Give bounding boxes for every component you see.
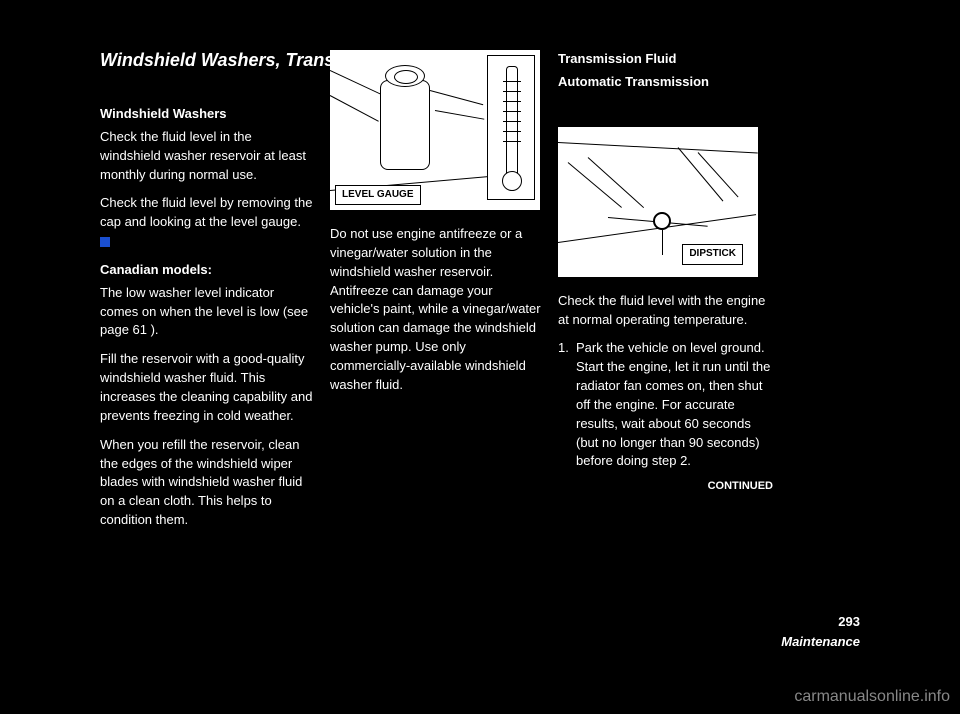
step-text: Park the vehicle on level ground. Start … bbox=[576, 339, 773, 471]
column-2: LEVEL GAUGE Do not use engine antifreeze… bbox=[330, 50, 545, 405]
step-number: 1. bbox=[558, 339, 576, 471]
paragraph: The low washer level indicator comes on … bbox=[100, 284, 315, 341]
canadian-models-heading: Canadian models: bbox=[100, 261, 315, 280]
dipstick-diagram: DIPSTICK bbox=[558, 127, 758, 277]
footer-section: Maintenance bbox=[781, 634, 860, 649]
paragraph: Fill the reservoir with a good-quality w… bbox=[100, 350, 315, 425]
paragraph: When you refill the reservoir, clean the… bbox=[100, 436, 315, 530]
level-gauge-diagram: LEVEL GAUGE bbox=[330, 50, 540, 210]
paragraph: Check the fluid level in the windshield … bbox=[100, 128, 315, 185]
level-gauge-label: LEVEL GAUGE bbox=[335, 185, 421, 206]
subtitle-auto-transmission: Automatic Transmission bbox=[558, 73, 773, 92]
column-1: Windshield Washers Check the fluid level… bbox=[100, 105, 315, 540]
section-heading-transmission: Transmission Fluid bbox=[558, 50, 773, 69]
section-heading-washers: Windshield Washers bbox=[100, 105, 315, 124]
paragraph: Check the fluid level by removing the ca… bbox=[100, 194, 315, 251]
footer: Maintenance bbox=[100, 634, 860, 649]
dipstick-label: DIPSTICK bbox=[682, 244, 743, 265]
paragraph: Check the fluid level with the engine at… bbox=[558, 292, 773, 330]
link-icon[interactable] bbox=[100, 237, 110, 247]
column-3: Transmission Fluid Automatic Transmissio… bbox=[558, 50, 773, 495]
step-1: 1. Park the vehicle on level ground. Sta… bbox=[558, 339, 773, 471]
watermark: carmanualsonline.info bbox=[794, 688, 950, 706]
paragraph: Do not use engine antifreeze or a vinega… bbox=[330, 225, 545, 395]
text: Check the fluid level by removing the ca… bbox=[100, 195, 312, 229]
gauge-inset-illustration bbox=[487, 55, 535, 200]
page-number: 293 bbox=[838, 614, 860, 629]
continued-label: CONTINUED bbox=[558, 479, 773, 495]
manual-page: Windshield Washers, Transmission Fluid W… bbox=[100, 50, 860, 664]
